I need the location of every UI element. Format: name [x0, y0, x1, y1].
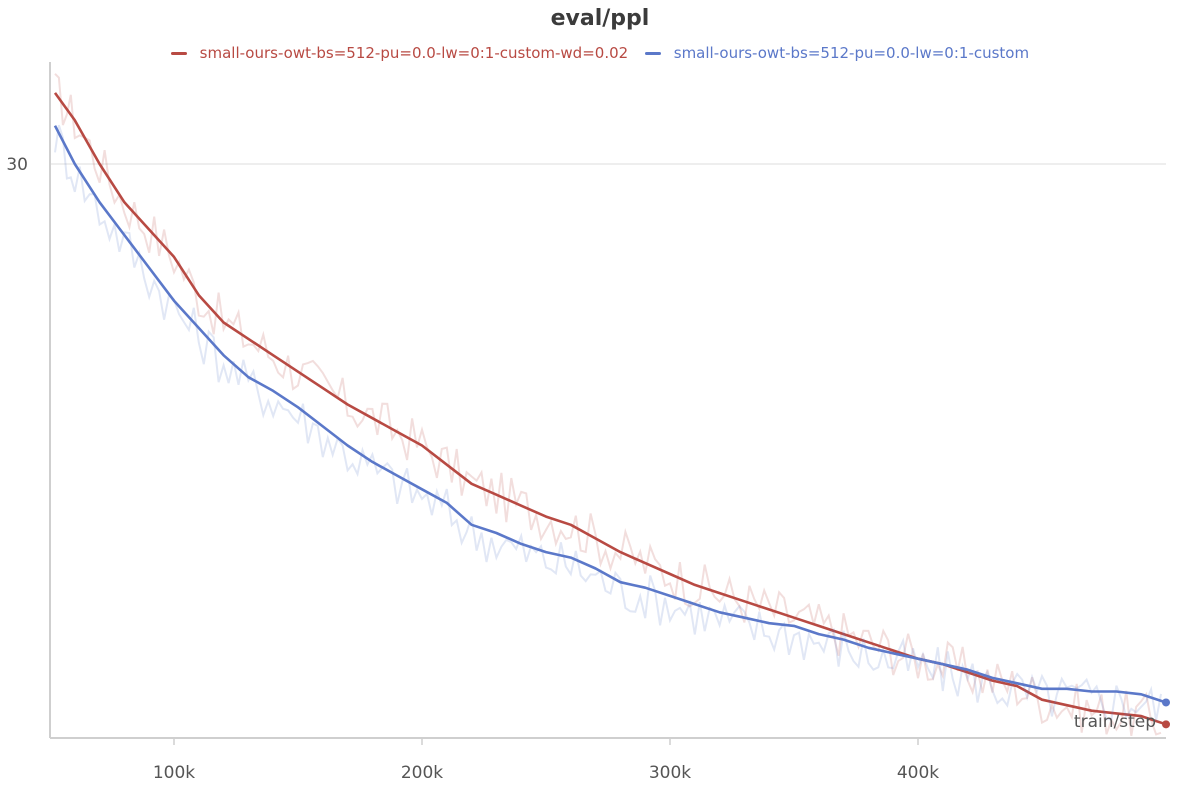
series-endpoint-1 — [1162, 720, 1170, 729]
x-tick-label-2: 300k — [649, 763, 691, 783]
y-tick-label-0: 30 — [6, 155, 28, 175]
axes — [49, 62, 1166, 745]
legend-label-series-2: small-ours-owt-bs=512-pu=0.0-lw=0:1-cust… — [673, 44, 1030, 62]
x-tick-label-0: 100k — [153, 763, 195, 783]
series-line-1 — [53, 92, 1167, 726]
legend-swatch-series-2 — [644, 52, 661, 55]
series-raw-2 — [54, 124, 1162, 721]
legend: small-ours-owt-bs=512-pu=0.0-lw=0:1-cust… — [0, 44, 1200, 62]
legend-entry-series-2[interactable]: small-ours-owt-bs=512-pu=0.0-lw=0:1-cust… — [644, 44, 1030, 62]
legend-entry-series-1[interactable]: small-ours-owt-bs=512-pu=0.0-lw=0:1-cust… — [170, 44, 629, 62]
chart-title: eval/ppl — [550, 6, 650, 31]
legend-label-series-1: small-ours-owt-bs=512-pu=0.0-lw=0:1-cust… — [199, 44, 629, 62]
x-axis-title: train/step — [1074, 712, 1156, 732]
series-raw-1 — [54, 73, 1162, 736]
series-endpoint-2 — [1162, 698, 1170, 707]
legend-swatch-series-1 — [170, 52, 187, 55]
series-line-2 — [53, 125, 1167, 704]
x-tick-label-3: 400k — [897, 763, 939, 783]
tick-labels: 30 100k 200k 300k 400k — [6, 155, 939, 783]
x-tick-label-1: 200k — [401, 763, 443, 783]
series-layer — [53, 73, 1170, 736]
